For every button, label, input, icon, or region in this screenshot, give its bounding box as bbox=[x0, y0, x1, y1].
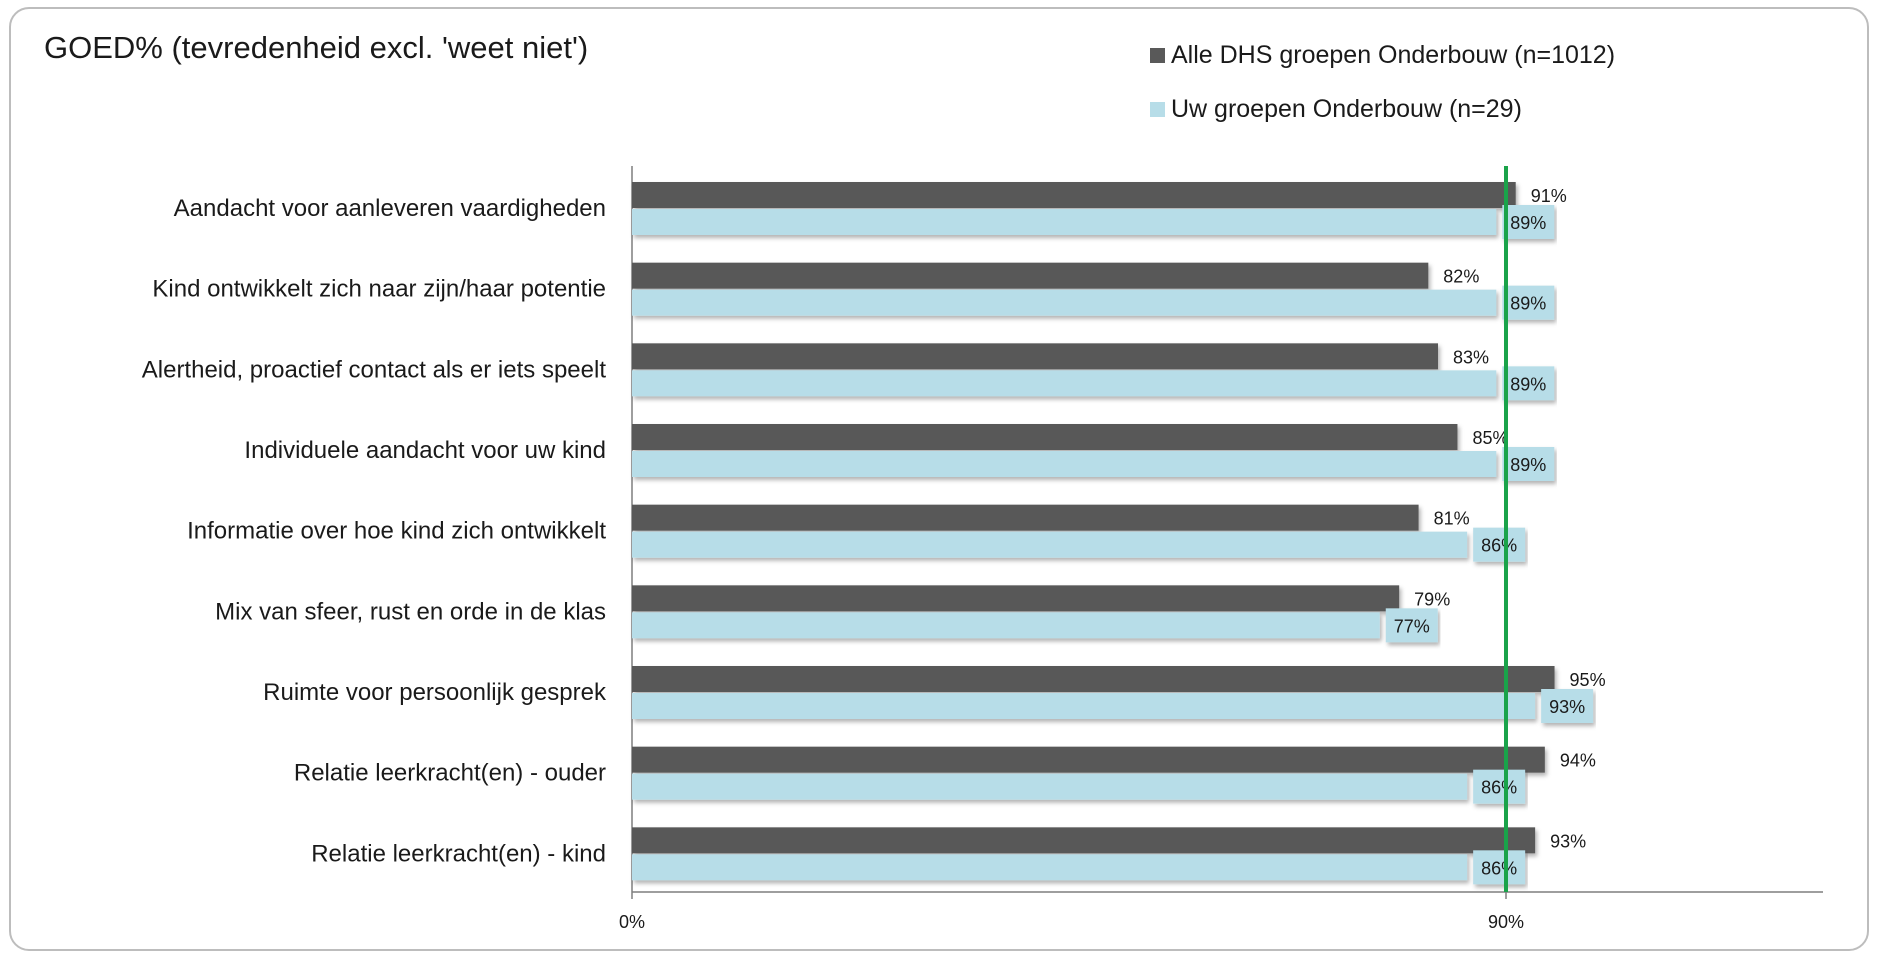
value-label-box-your-groups bbox=[1502, 447, 1555, 481]
value-label-box-your-groups bbox=[1385, 608, 1438, 643]
category-label: Mix van sfeer, rust en orde in de klas bbox=[215, 598, 606, 625]
bar-all-groups bbox=[632, 424, 1458, 450]
bar-all-groups bbox=[632, 585, 1400, 612]
category-label: Relatie leerkracht(en) - kind bbox=[311, 840, 606, 867]
bar-your-groups bbox=[632, 612, 1380, 639]
chart-legend: Alle DHS groepen Onderbouw (n=1012) Uw g… bbox=[1150, 40, 1615, 148]
category-label: Alertheid, proactief contact als er iets… bbox=[142, 356, 607, 383]
bar-all-groups bbox=[632, 666, 1555, 692]
legend-swatch-all-groups bbox=[1150, 47, 1165, 63]
bar-your-groups bbox=[632, 209, 1497, 235]
value-label-your-groups: 89% bbox=[1510, 374, 1546, 394]
value-label-all-groups: 81% bbox=[1434, 509, 1470, 529]
bar-all-groups bbox=[632, 343, 1439, 370]
value-label-all-groups: 93% bbox=[1550, 831, 1586, 851]
value-label-your-groups: 86% bbox=[1481, 858, 1517, 878]
value-label-your-groups: 77% bbox=[1394, 616, 1430, 636]
bar-your-groups bbox=[632, 289, 1497, 316]
category-label: Relatie leerkracht(en) - ouder bbox=[294, 760, 606, 787]
value-label-your-groups: 89% bbox=[1510, 455, 1546, 475]
legend-item-all-groups: Alle DHS groepen Onderbouw (n=1012) bbox=[1150, 40, 1615, 70]
value-label-box-your-groups bbox=[1473, 850, 1526, 885]
legend-swatch-your-groups bbox=[1150, 101, 1165, 117]
bar-your-groups bbox=[632, 370, 1497, 397]
bar-all-groups bbox=[632, 746, 1545, 773]
chart-title: GOED% (tevredenheid excl. 'weet niet') bbox=[44, 30, 589, 65]
value-label-all-groups: 95% bbox=[1570, 670, 1606, 690]
value-label-box-your-groups bbox=[1502, 205, 1555, 239]
value-label-all-groups: 79% bbox=[1414, 589, 1450, 609]
x-tick-label: 0% bbox=[619, 912, 645, 932]
bar-all-groups bbox=[632, 827, 1536, 854]
category-label: Informatie over hoe kind zich ontwikkelt bbox=[187, 518, 606, 545]
bar-all-groups bbox=[632, 504, 1419, 531]
bar-your-groups bbox=[632, 451, 1497, 477]
value-label-box-your-groups bbox=[1502, 366, 1555, 401]
value-label-all-groups: 83% bbox=[1453, 347, 1489, 367]
value-label-your-groups: 86% bbox=[1481, 778, 1517, 798]
value-label-all-groups: 85% bbox=[1472, 428, 1508, 448]
value-label-your-groups: 89% bbox=[1510, 213, 1546, 233]
bar-your-groups bbox=[632, 773, 1468, 800]
value-label-box-your-groups bbox=[1502, 285, 1555, 320]
legend-label-all-groups: Alle DHS groepen Onderbouw (n=1012) bbox=[1171, 40, 1616, 69]
bar-your-groups bbox=[632, 531, 1468, 558]
value-label-box-your-groups bbox=[1473, 527, 1526, 562]
category-label: Individuele aandacht voor uw kind bbox=[244, 437, 606, 464]
legend-item-your-groups: Uw groepen Onderbouw (n=29) bbox=[1150, 94, 1615, 124]
value-label-your-groups: 86% bbox=[1481, 536, 1517, 556]
bar-your-groups bbox=[632, 693, 1536, 719]
value-label-your-groups: 89% bbox=[1510, 294, 1546, 314]
category-label: Aandacht voor aanleveren vaardigheden bbox=[174, 195, 606, 222]
value-label-all-groups: 82% bbox=[1443, 267, 1479, 287]
category-label: Kind ontwikkelt zich naar zijn/haar pote… bbox=[152, 276, 606, 303]
bar-your-groups bbox=[632, 854, 1468, 881]
bar-all-groups bbox=[632, 262, 1429, 289]
value-label-all-groups: 91% bbox=[1531, 186, 1567, 206]
value-label-box-your-groups bbox=[1541, 689, 1594, 723]
value-label-your-groups: 93% bbox=[1549, 697, 1585, 717]
legend-label-your-groups: Uw groepen Onderbouw (n=29) bbox=[1171, 94, 1522, 123]
category-label: Ruimte voor persoonlijk gesprek bbox=[263, 679, 607, 706]
x-tick-label: 90% bbox=[1488, 912, 1524, 932]
value-label-box-your-groups bbox=[1473, 769, 1526, 804]
value-label-all-groups: 94% bbox=[1560, 751, 1596, 771]
bar-all-groups bbox=[632, 182, 1516, 208]
